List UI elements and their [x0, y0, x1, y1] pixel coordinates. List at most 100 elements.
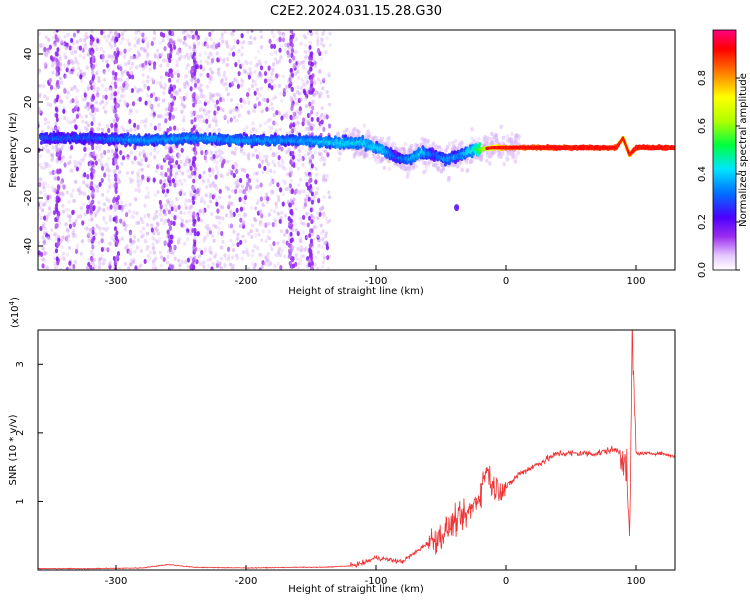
heatmap-cell: [124, 85, 129, 90]
heatmap-cell: [260, 213, 264, 219]
heatmap-cell: [316, 91, 320, 96]
heatmap-cell: [141, 80, 145, 85]
heatmap-cell: [100, 127, 105, 132]
heatmap-cell: [322, 115, 326, 120]
heatmap-cell: [215, 215, 219, 220]
heatmap-cell: [144, 239, 148, 244]
heatmap-cell: [118, 170, 122, 175]
heatmap-cell: [152, 36, 156, 41]
heatmap-cell: [262, 154, 266, 159]
heatmap-cell: [139, 263, 143, 268]
heatmap-cell: [62, 108, 66, 114]
heatmap-cell: [173, 125, 177, 131]
heatmap-cell: [84, 105, 88, 110]
heatmap-cell: [118, 144, 122, 149]
heatmap-cell: [95, 71, 99, 76]
heatmap-cell: [318, 68, 322, 73]
heatmap-cell: [235, 80, 240, 85]
heatmap-cell: [152, 237, 157, 242]
heatmap-cell: [57, 220, 62, 225]
heatmap-cell: [316, 216, 320, 221]
heatmap-cell: [82, 180, 86, 185]
heatmap-cell: [304, 82, 308, 87]
heatmap-cell: [228, 169, 232, 174]
heatmap-cell: [261, 203, 266, 208]
heatmap-cell: [237, 59, 241, 64]
heatmap-cell: [139, 229, 143, 234]
heatmap-cell: [320, 264, 325, 269]
heatmap-cell: [174, 71, 178, 76]
heatmap-cell: [309, 78, 313, 84]
heatmap-cell: [137, 188, 141, 193]
heatmap-cell: [316, 47, 321, 54]
heatmap-cell: [72, 198, 76, 203]
heatmap-cell: [270, 247, 274, 252]
heatmap-cell: [46, 50, 50, 55]
heatmap-cell: [141, 174, 145, 180]
heatmap-cell: [154, 226, 158, 231]
heatmap-cell: [120, 93, 125, 98]
heatmap-cell: [303, 247, 307, 252]
heatmap-cell: [103, 70, 107, 75]
heatmap-cell: [283, 181, 288, 186]
heatmap-cell: [72, 84, 77, 89]
heatmap-cell: [310, 199, 314, 205]
heatmap-cell: [321, 260, 325, 265]
heatmap-cell: [278, 36, 282, 43]
heatmap-cell: [107, 178, 111, 183]
heatmap-cell: [203, 51, 208, 56]
heatmap-cell: [198, 127, 202, 132]
heatmap-cell: [203, 235, 207, 240]
heatmap-cell: [38, 162, 42, 167]
heatmap-cell: [56, 151, 60, 157]
heatmap-cell: [140, 46, 144, 51]
heatmap-cell: [226, 159, 230, 164]
heatmap-cell: [62, 89, 67, 94]
heatmap-cell: [209, 227, 213, 232]
heatmap-cell: [42, 43, 46, 48]
heatmap-cell: [266, 258, 270, 263]
heatmap-cell: [458, 141, 463, 146]
heatmap-cell: [141, 66, 145, 71]
heatmap-cell: [177, 204, 181, 210]
heatmap-cell: [211, 170, 215, 175]
heatmap-cell: [43, 226, 47, 231]
heatmap-cell: [251, 107, 255, 112]
heatmap-cell: [483, 134, 487, 140]
heatmap-cell: [255, 128, 259, 133]
heatmap-cell: [255, 228, 259, 233]
heatmap-cell: [131, 259, 136, 264]
heatmap-cell: [79, 74, 83, 80]
heatmap-cell: [164, 171, 168, 178]
heatmap-cell: [307, 69, 311, 75]
heatmap-cell: [246, 181, 250, 188]
heatmap-cell: [75, 113, 80, 119]
heatmap-cell: [380, 136, 385, 142]
heatmap-cell: [230, 150, 234, 155]
heatmap-cell: [316, 211, 320, 216]
heatmap-cell: [200, 107, 204, 112]
heatmap-cell: [274, 205, 279, 210]
heatmap-cell: [184, 95, 188, 100]
heatmap-cell: [158, 212, 162, 217]
heatmap-cell: [97, 122, 102, 127]
heatmap-cell: [174, 208, 178, 213]
heatmap-cell: [83, 172, 87, 178]
heatmap-cell: [101, 94, 106, 99]
heatmap-cell: [188, 45, 192, 50]
heatmap-cell: [138, 87, 142, 92]
heatmap-cell: [159, 179, 163, 185]
heatmap-cell: [143, 48, 147, 53]
heatmap-cell: [166, 63, 170, 68]
heatmap-cell: [71, 46, 75, 51]
heatmap-cell: [55, 113, 59, 118]
heatmap-cell: [231, 248, 236, 253]
heatmap-cell: [194, 214, 199, 219]
heatmap-cell: [173, 164, 178, 169]
heatmap-cell: [274, 129, 279, 134]
heatmap-cell: [114, 189, 118, 195]
heatmap-cell: [275, 110, 279, 116]
heatmap-cell: [53, 126, 57, 132]
heatmap-cell: [75, 39, 79, 44]
heatmap-cell: [83, 92, 87, 98]
